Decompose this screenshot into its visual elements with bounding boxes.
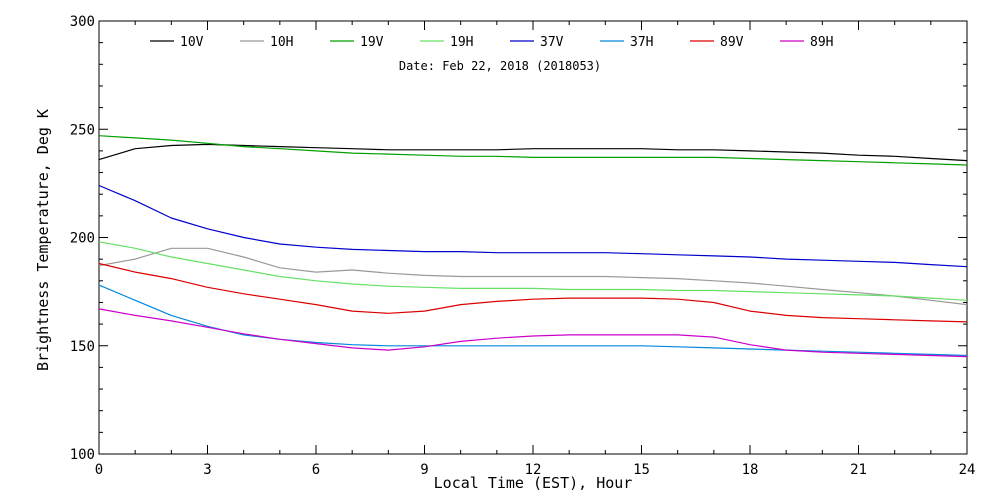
- x-tick-label: 18: [742, 462, 759, 478]
- series-lines: [98, 135, 968, 358]
- legend-label-10h: 10H: [270, 35, 293, 50]
- legend-label-37v: 37V: [540, 35, 564, 50]
- series-line-89v: [98, 262, 968, 323]
- y-tick-label: 200: [70, 231, 95, 247]
- y-tick-label: 300: [70, 14, 95, 30]
- x-tick-label: 9: [420, 462, 428, 478]
- series-line-37v: [98, 184, 968, 268]
- series-line-37h: [98, 284, 968, 357]
- y-tick-label: 150: [70, 339, 95, 355]
- x-tick-label: 24: [959, 462, 976, 478]
- date-label: Date: Feb 22, 2018 (2018053): [399, 59, 601, 73]
- legend-label-89v: 89V: [720, 35, 744, 50]
- plot-frame: [98, 20, 968, 455]
- legend-label-19v: 19V: [360, 35, 384, 50]
- x-tick-label: 21: [850, 462, 867, 478]
- series-line-19v: [98, 135, 968, 166]
- y-axis-label: Brightness Temperature, Deg K: [34, 109, 52, 371]
- x-tick-label: 12: [525, 462, 542, 478]
- x-axis-label: Local Time (EST), Hour: [434, 474, 633, 492]
- y-axis: 100 150 200 250 300: [70, 14, 967, 463]
- legend-label-19h: 19H: [450, 35, 473, 50]
- x-tick-label: 3: [203, 462, 211, 478]
- legend-label-37h: 37H: [630, 35, 653, 50]
- series-line-19h: [98, 241, 968, 301]
- x-tick-label: 6: [312, 462, 320, 478]
- x-axis: 0 3 6 9 12 15 18 21 24: [95, 21, 976, 478]
- y-tick-label: 100: [70, 447, 95, 463]
- series-line-10v: [98, 143, 968, 162]
- legend-label-89h: 89H: [810, 35, 833, 50]
- series-line-10h: [98, 247, 968, 306]
- x-tick-label: 15: [633, 462, 650, 478]
- x-tick-label: 0: [95, 462, 103, 478]
- y-tick-label: 250: [70, 122, 95, 138]
- legend: 10V 10H 19V 19H 37V 37H 89V 89H: [150, 35, 833, 50]
- legend-label-10v: 10V: [180, 35, 204, 50]
- series-line-89h: [98, 308, 968, 358]
